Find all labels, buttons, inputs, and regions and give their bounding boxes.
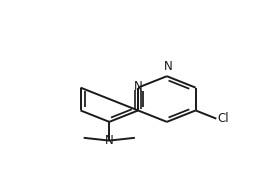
Text: Cl: Cl: [218, 112, 229, 125]
Text: N: N: [134, 80, 142, 93]
Text: N: N: [105, 134, 114, 147]
Text: N: N: [164, 60, 172, 73]
